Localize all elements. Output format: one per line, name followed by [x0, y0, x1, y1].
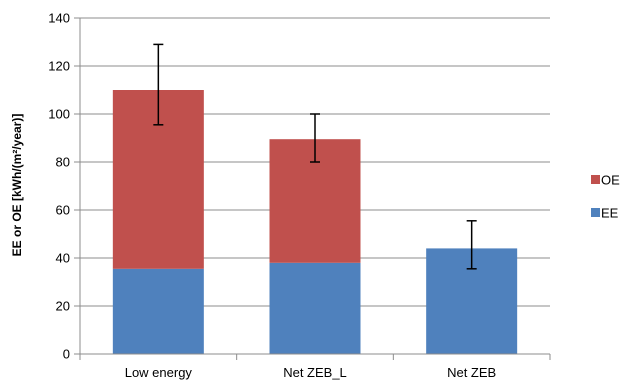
bar-ee-0 — [112, 268, 204, 354]
bar-ee-1 — [269, 262, 361, 354]
y-tick-label: 20 — [56, 299, 70, 314]
y-tick-label: 60 — [56, 203, 70, 218]
axes — [79, 18, 551, 360]
legend-label-oe: OE — [601, 173, 620, 188]
legend-swatch-oe — [591, 175, 600, 184]
y-tick-label: 40 — [56, 251, 70, 266]
y-tick-label: 0 — [63, 347, 70, 362]
y-axis-title: EE or OE [kWh/(m²/year)] — [10, 114, 24, 257]
error-bars — [153, 43, 477, 270]
legend-label-ee: EE — [601, 206, 619, 221]
x-category-label: Low energy — [125, 365, 193, 380]
y-tick-label: 100 — [48, 107, 70, 122]
y-tick-label: 80 — [56, 155, 70, 170]
x-category-label: Net ZEB_L — [283, 365, 347, 380]
legend-swatch-ee — [591, 208, 600, 217]
y-tick-label: 140 — [48, 11, 70, 26]
y-tick-labels: 0 20 40 60 80 100 120 140 — [48, 11, 70, 362]
bars — [112, 90, 518, 354]
y-tick-label: 120 — [48, 59, 70, 74]
x-category-label: Net ZEB — [447, 365, 496, 380]
legend: OE EE — [591, 173, 620, 221]
x-category-labels: Low energy Net ZEB_L Net ZEB — [125, 365, 497, 380]
